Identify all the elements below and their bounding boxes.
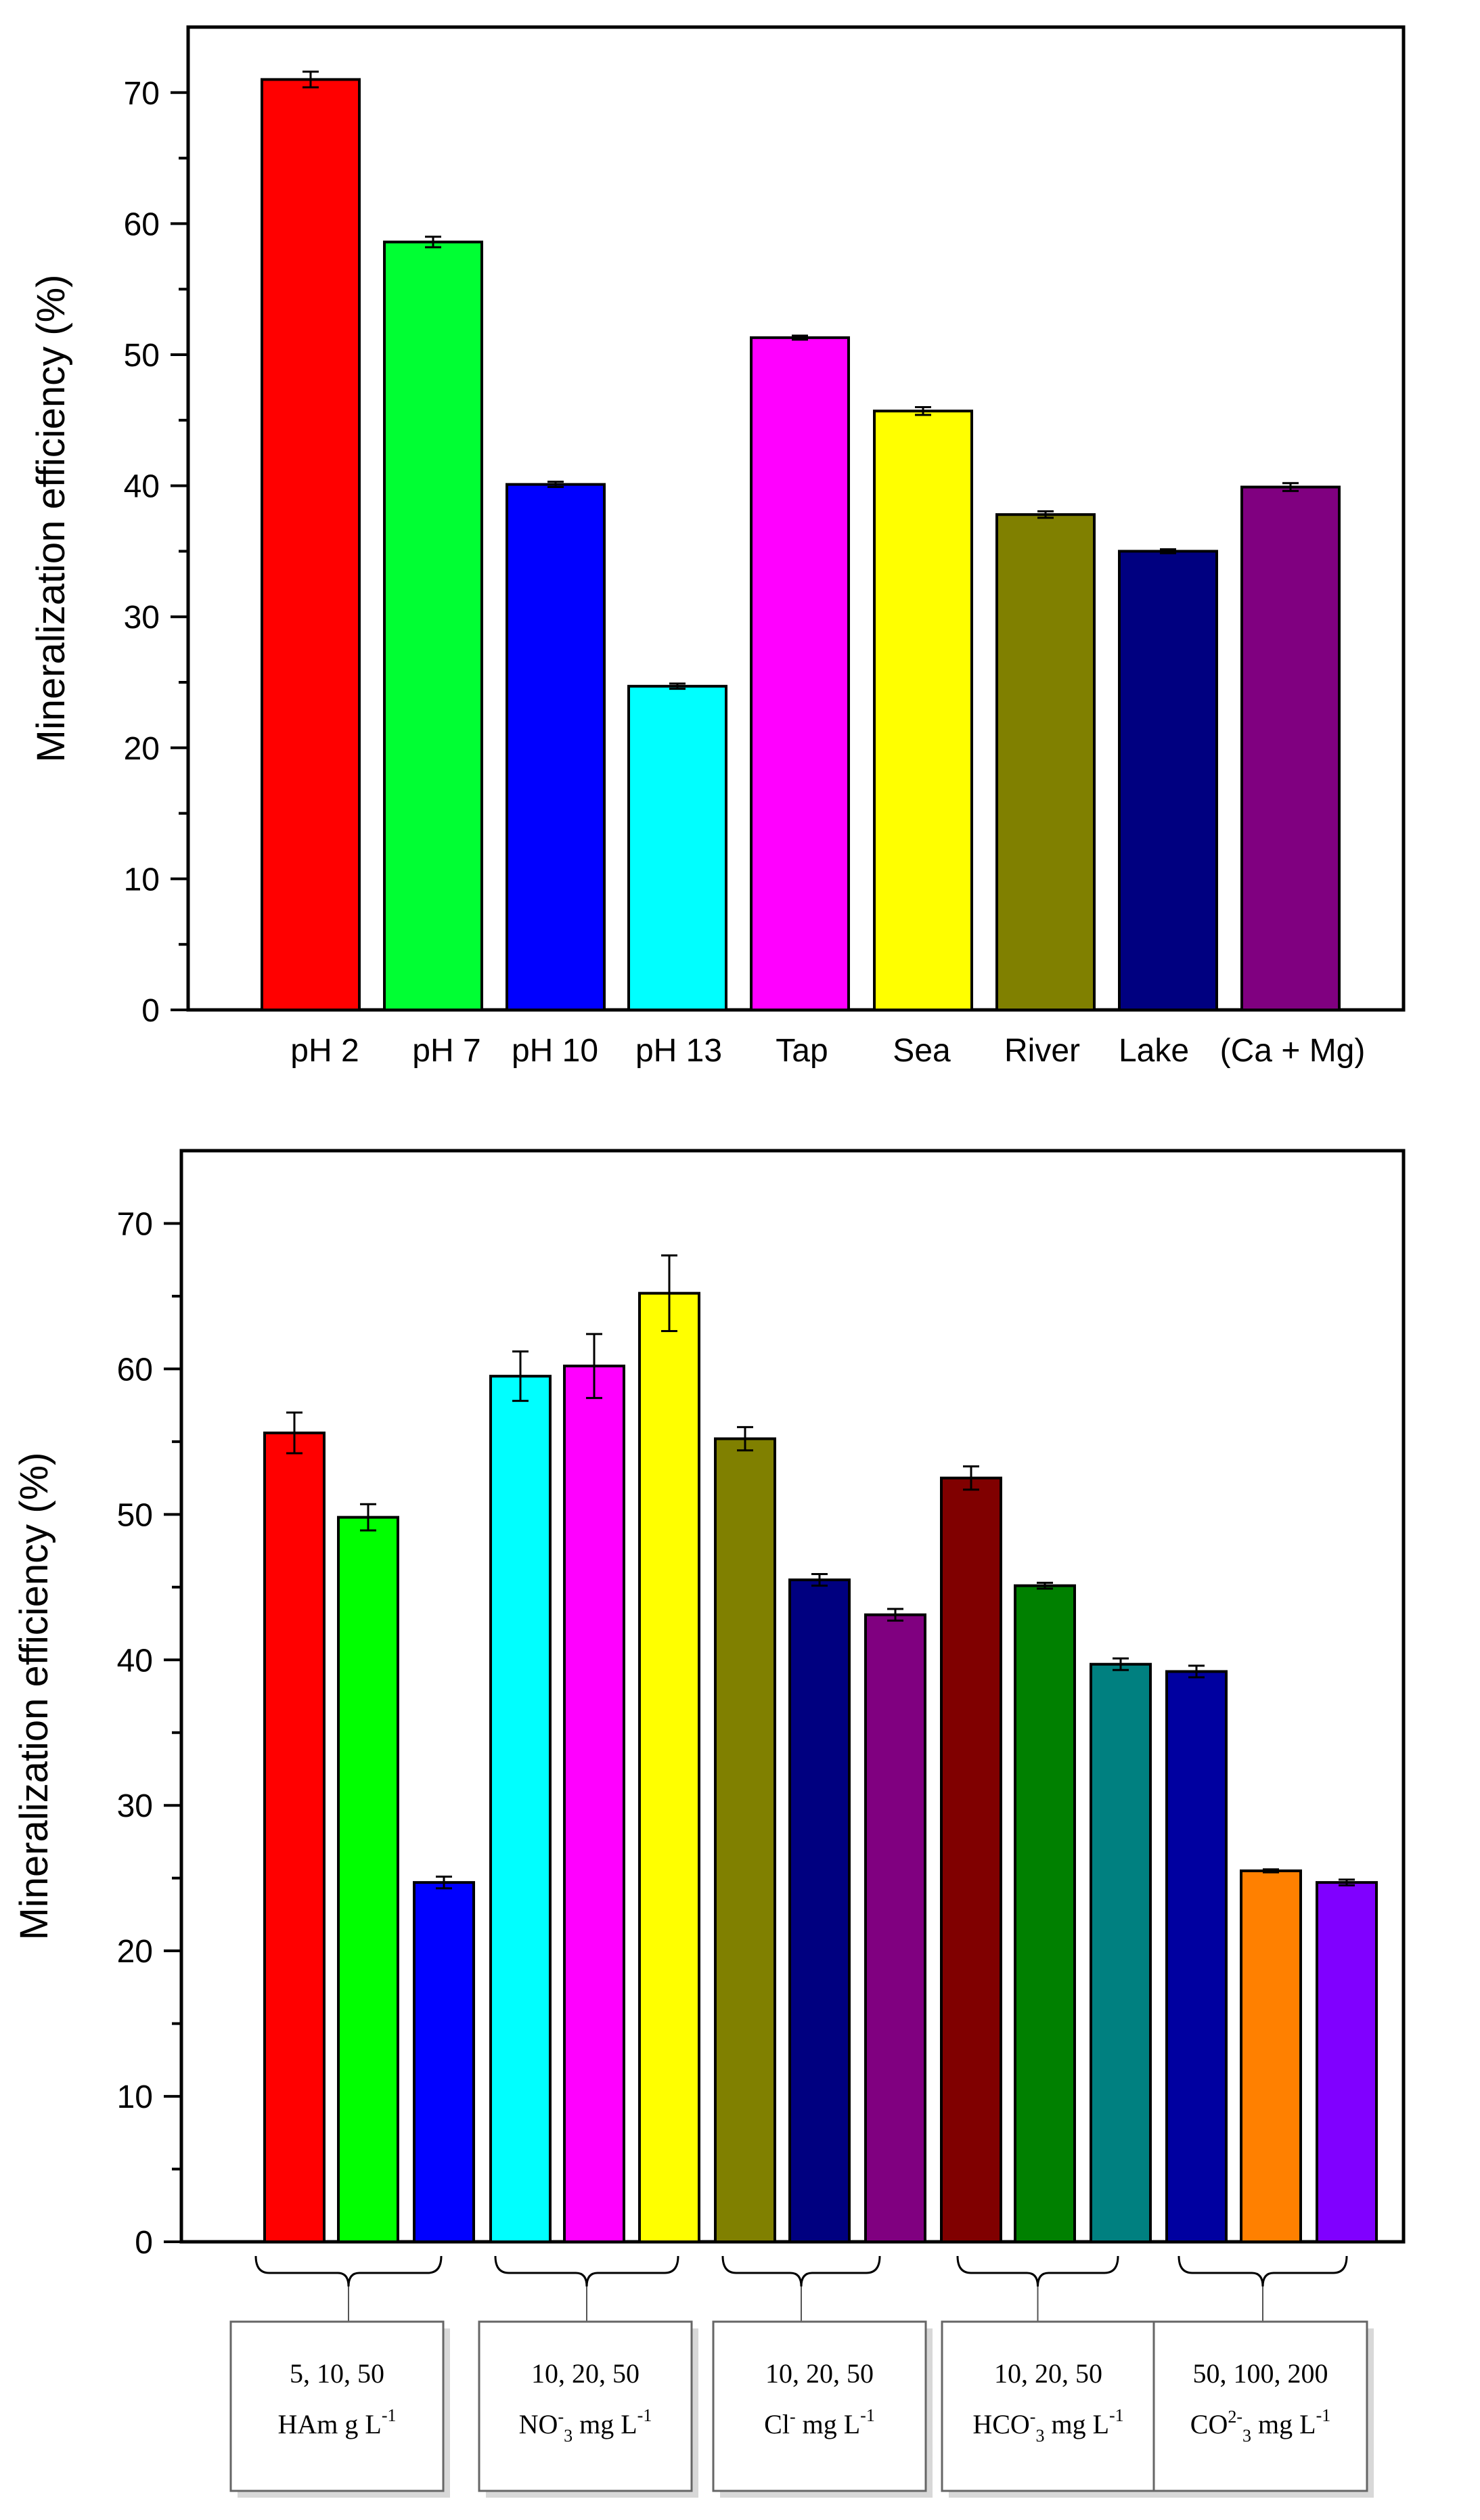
group-label-part: 3 xyxy=(1035,2426,1044,2446)
group-concentrations: 50, 100, 200 xyxy=(1193,2358,1328,2389)
group-box xyxy=(229,2320,445,2492)
y-tick-label: 20 xyxy=(124,731,160,767)
group-label-part: - xyxy=(1030,2407,1036,2427)
y-axis-label: Mineralization efficiency (%) xyxy=(12,1453,56,1941)
group-box xyxy=(1152,2320,1368,2492)
y-tick-label: 30 xyxy=(124,600,160,636)
group-label-part: - xyxy=(790,2407,796,2427)
bar xyxy=(506,483,606,1011)
bar xyxy=(940,1476,1002,2244)
group-label-part: mg L xyxy=(1044,2409,1109,2439)
bar xyxy=(638,1291,700,2243)
bar xyxy=(383,240,483,1011)
group-label-part: mg L xyxy=(573,2409,637,2439)
y-tick-label: 70 xyxy=(124,76,160,112)
group-concentrations: 5, 10, 50 xyxy=(290,2358,384,2389)
bar xyxy=(714,1437,776,2244)
bar xyxy=(788,1578,851,2243)
x-tick-label: pH 10 xyxy=(512,1033,598,1069)
group-label: CO2-3 mg L-1 xyxy=(1190,2406,1330,2446)
group-label: NO-3 mg L-1 xyxy=(519,2406,652,2446)
bar xyxy=(337,1516,399,2244)
bar xyxy=(873,410,973,1011)
group-label-part: - xyxy=(558,2407,564,2427)
x-tick-label: Sea xyxy=(893,1033,951,1069)
y-tick-label: 10 xyxy=(124,862,160,898)
group-label-part: mg L xyxy=(1251,2409,1316,2439)
bar xyxy=(489,1375,552,2243)
y-tick-label: 0 xyxy=(135,2225,153,2261)
x-tick-label: pH 13 xyxy=(635,1033,722,1069)
y-tick-label: 40 xyxy=(124,469,160,505)
group-box xyxy=(478,2320,693,2492)
group-label: HCO-3 mg L-1 xyxy=(972,2406,1123,2446)
bar xyxy=(1240,485,1341,1011)
group-concentrations: 10, 20, 50 xyxy=(994,2358,1102,2389)
x-tick-label: Lake xyxy=(1119,1033,1189,1069)
bar xyxy=(261,78,361,1012)
group-brace xyxy=(1178,2255,1348,2287)
group-label-part: Cl xyxy=(764,2409,790,2439)
y-tick-label: 10 xyxy=(117,2079,153,2115)
x-tick-label: River xyxy=(1004,1033,1080,1069)
bar xyxy=(1090,1662,1152,2243)
group-concentrations: 10, 20, 50 xyxy=(765,2358,874,2389)
group-label-part: 3 xyxy=(1242,2426,1251,2446)
bar xyxy=(627,684,727,1011)
group-label-part: CO xyxy=(1190,2409,1228,2439)
bar xyxy=(563,1365,625,2243)
y-tick-label: 30 xyxy=(117,1788,153,1824)
y-tick-label: 20 xyxy=(117,1934,153,1970)
chart-top: 0 10 20 30 40 50 60 70 Mineralization efficiency… xyxy=(29,25,1406,1069)
bar xyxy=(995,513,1096,1011)
group-label-part: NO xyxy=(519,2409,558,2439)
y-tick-label: 70 xyxy=(117,1206,153,1242)
y-axis-label: Mineralization efficiency (%) xyxy=(29,275,73,763)
group-label-part: -1 xyxy=(860,2406,875,2425)
y-tick-label: 0 xyxy=(141,993,160,1029)
group-label-part: HCO xyxy=(972,2409,1029,2439)
bar xyxy=(1240,1869,1302,2243)
group-label-part: m g L xyxy=(317,2409,382,2439)
group-brace xyxy=(956,2255,1119,2287)
group-label: HAm g L-1 xyxy=(278,2406,397,2439)
x-tick-label: pH 2 xyxy=(290,1033,359,1069)
group-label-part: -1 xyxy=(382,2406,397,2425)
x-tick-label: (Ca + Mg) xyxy=(1220,1033,1366,1069)
group-label-part: 2- xyxy=(1228,2407,1242,2427)
group-label-part: -1 xyxy=(1316,2406,1331,2425)
y-tick-label: 60 xyxy=(124,206,160,242)
bar xyxy=(1118,550,1218,1011)
group-label-part: -1 xyxy=(637,2406,652,2425)
y-tick-label: 40 xyxy=(117,1643,153,1679)
group-label: Cl- mg L-1 xyxy=(764,2406,875,2439)
group-concentrations: 10, 20, 50 xyxy=(531,2358,640,2389)
y-tick-label: 50 xyxy=(124,338,160,374)
bar xyxy=(864,1613,926,2244)
group-box xyxy=(712,2320,927,2492)
group-brace xyxy=(494,2255,679,2287)
bar xyxy=(1316,1881,1378,2244)
group-brace xyxy=(254,2255,443,2287)
bar xyxy=(1014,1584,1076,2243)
y-tick-label: 50 xyxy=(117,1497,153,1533)
group-label-part: HA xyxy=(278,2409,317,2439)
group-label-part: 3 xyxy=(564,2426,573,2446)
chart-bottom: 0 10 20 30 40 50 60 70 Mineralization efficiency… xyxy=(12,1149,1406,2498)
group-label-part: mg L xyxy=(796,2409,861,2439)
group-label-part: -1 xyxy=(1109,2406,1124,2425)
bar xyxy=(413,1881,475,2244)
x-tick-label: Tap xyxy=(776,1033,828,1069)
group-brace xyxy=(721,2255,881,2287)
bar xyxy=(263,1431,326,2243)
y-tick-label: 60 xyxy=(117,1352,153,1388)
bar xyxy=(750,336,850,1012)
bar xyxy=(1165,1670,1228,2244)
x-tick-label: pH 7 xyxy=(412,1033,480,1069)
